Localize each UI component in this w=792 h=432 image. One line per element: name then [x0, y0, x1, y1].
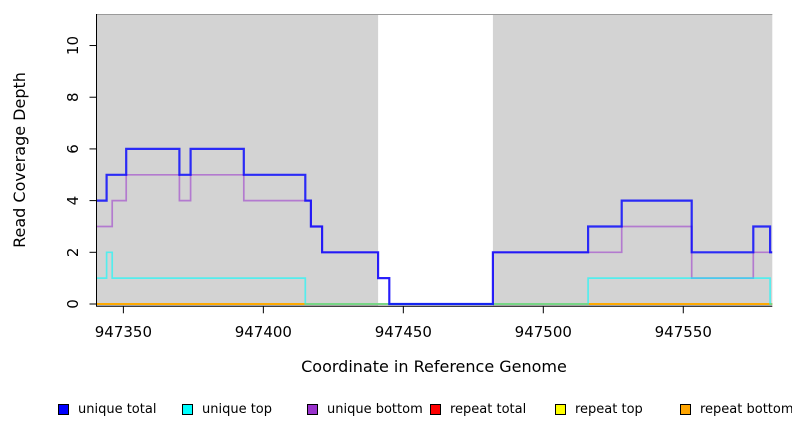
series-line-unique-total [96, 147, 773, 306]
legend-swatch-icon [58, 403, 69, 415]
legend-item-unique-top: unique top [182, 399, 272, 419]
y-tick-label: 2 [64, 248, 82, 258]
x-axis-title: Coordinate in Reference Genome [301, 357, 567, 376]
legend-label: unique top [202, 401, 273, 417]
legend-item-repeat-top: repeat top [555, 399, 643, 419]
y-tick-label: 8 [64, 92, 82, 102]
chart-legend: unique total unique top unique bottom repea… [0, 399, 792, 423]
legend-label: repeat total [450, 401, 527, 417]
x-tick-label: 947500 [515, 323, 572, 341]
legend-swatch-icon [430, 403, 441, 415]
x-tick-label: 947450 [375, 323, 432, 341]
legend-item-unique-bottom: unique bottom [307, 399, 423, 419]
legend-label: unique total [78, 401, 157, 417]
y-tick-label: 6 [64, 144, 82, 154]
legend-label: unique bottom [327, 401, 423, 417]
masked-region [378, 15, 493, 306]
legend-swatch-icon [680, 403, 691, 415]
y-tick-label: 4 [64, 196, 82, 206]
coverage-plot: 947350 947400 947450 947500 947550 0 2 4 6 8 10 Co… [10, 14, 773, 376]
y-axis-title: Read Coverage Depth [10, 72, 29, 248]
series-line-unique-top [96, 251, 773, 305]
legend-swatch-icon [555, 403, 566, 415]
legend-item-repeat-bottom: repeat bottom [680, 399, 792, 419]
axes-group: 947350 947400 947450 947500 947550 0 2 4 6 8 10 [64, 14, 773, 341]
legend-item-unique-total: unique total [58, 399, 156, 419]
legend-label: repeat top [575, 401, 643, 417]
y-tick-label: 10 [64, 36, 82, 55]
legend-swatch-icon [182, 403, 193, 415]
legend-swatch-icon [307, 403, 318, 415]
legend-item-repeat-total: repeat total [430, 399, 526, 419]
x-tick-label: 947350 [95, 323, 152, 341]
legend-label: repeat bottom [700, 401, 792, 417]
x-tick-label: 947400 [235, 323, 292, 341]
series-lines-group [96, 147, 773, 306]
y-tick-label: 0 [64, 299, 82, 309]
x-tick-label: 947550 [655, 323, 712, 341]
